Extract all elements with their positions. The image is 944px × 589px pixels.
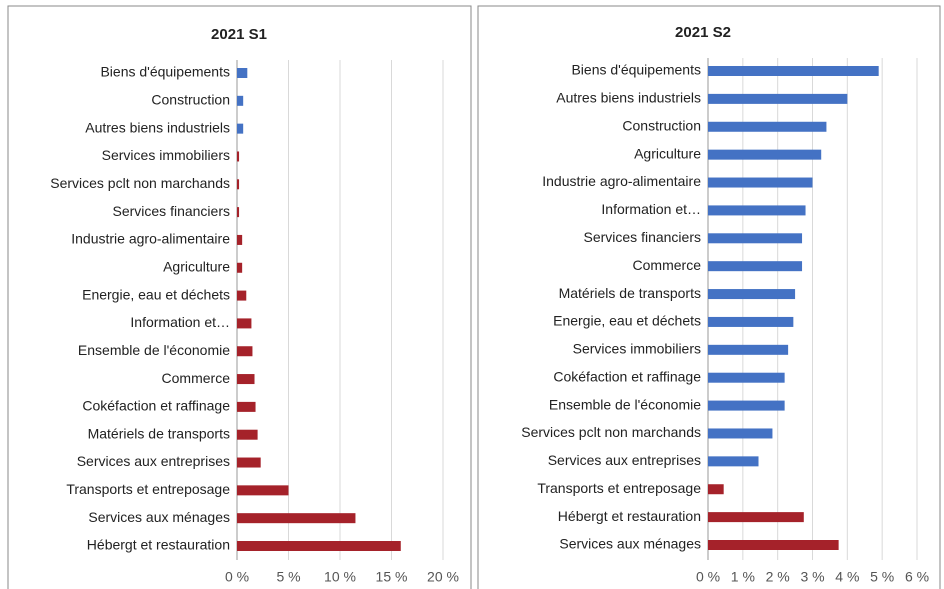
category-label: Hébergt et restauration <box>87 537 230 553</box>
x-tick-label: 5 % <box>870 569 894 585</box>
chart-title: 2021 S2 <box>675 24 731 41</box>
category-label: Transports et entreposage <box>537 480 701 496</box>
bar <box>237 318 252 329</box>
category-label: Energie, eau et déchets <box>553 313 701 329</box>
bar <box>708 121 827 132</box>
bar <box>708 177 813 188</box>
x-tick-label: 0 % <box>696 569 720 585</box>
bar <box>237 179 240 190</box>
category-label: Cokéfaction et raffinage <box>82 398 230 414</box>
x-tick-label: 4 % <box>835 569 859 585</box>
category-label: Services aux entreprises <box>77 453 230 469</box>
category-label: Commerce <box>162 370 231 386</box>
bar <box>237 429 258 440</box>
x-tick-label: 5 % <box>276 569 300 585</box>
x-tick-label: 15 % <box>376 569 408 585</box>
category-label: Services aux entreprises <box>548 452 701 468</box>
category-label: Commerce <box>633 257 702 273</box>
category-label: Services immobiliers <box>102 147 230 163</box>
bar <box>237 151 240 162</box>
category-label: Cokéfaction et raffinage <box>553 368 701 384</box>
bar <box>708 484 724 495</box>
category-label: Services financiers <box>584 229 702 245</box>
panel-border <box>7 5 472 589</box>
category-label: Services aux ménages <box>559 536 701 552</box>
bar <box>708 372 785 383</box>
bar <box>708 205 806 216</box>
bar <box>708 93 848 104</box>
category-label: Industrie agro-alimentaire <box>542 173 701 189</box>
category-label: Information et… <box>601 201 701 217</box>
category-label: Services immobiliers <box>573 341 701 357</box>
category-label: Information et… <box>130 314 230 330</box>
bar <box>237 262 243 273</box>
category-label: Agriculture <box>634 145 701 161</box>
category-label: Hébergt et restauration <box>558 508 701 524</box>
bar <box>708 289 796 300</box>
bar <box>708 316 794 327</box>
category-label: Construction <box>151 92 230 108</box>
x-tick-label: 10 % <box>324 569 356 585</box>
category-label: Ensemble de l'économie <box>78 342 230 358</box>
category-label: Services pclt non marchands <box>50 175 230 191</box>
category-label: Services financiers <box>113 203 231 219</box>
bar <box>237 207 240 218</box>
category-label: Biens d'équipements <box>100 64 230 80</box>
category-label: Services pclt non marchands <box>521 424 701 440</box>
bar <box>708 456 759 467</box>
bar <box>708 344 789 355</box>
bar <box>237 513 356 524</box>
category-label: Autres biens industriels <box>85 119 230 135</box>
bar <box>237 485 289 496</box>
category-label: Ensemble de l'économie <box>549 396 701 412</box>
bar <box>237 346 253 357</box>
bar <box>237 123 244 134</box>
category-label: Autres biens industriels <box>556 90 701 106</box>
chart-title: 2021 S1 <box>211 26 267 43</box>
category-label: Biens d'équipements <box>571 62 701 78</box>
bar <box>708 149 822 160</box>
category-label: Matériels de transports <box>88 425 230 441</box>
bar <box>708 233 803 244</box>
bar <box>708 261 803 272</box>
category-label: Construction <box>622 117 701 133</box>
bar <box>237 95 244 106</box>
bar <box>237 541 401 551</box>
category-label: Agriculture <box>163 258 230 274</box>
bar <box>237 401 256 412</box>
x-tick-label: 0 % <box>225 569 249 585</box>
bar <box>237 457 261 468</box>
category-label: Services aux ménages <box>88 509 230 525</box>
x-tick-label: 2 % <box>766 569 790 585</box>
bar <box>237 68 248 78</box>
panel-border <box>477 5 941 589</box>
bar <box>708 512 804 523</box>
bar <box>708 400 785 411</box>
category-label: Industrie agro-alimentaire <box>71 231 230 247</box>
category-label: Transports et entreposage <box>66 481 230 497</box>
x-tick-label: 1 % <box>731 569 755 585</box>
category-label: Energie, eau et déchets <box>82 286 230 302</box>
bar <box>237 290 247 301</box>
category-label: Matériels de transports <box>559 285 701 301</box>
x-tick-label: 20 % <box>427 569 459 585</box>
bar <box>237 374 255 385</box>
bar <box>237 234 243 245</box>
bar <box>708 540 839 550</box>
x-tick-label: 3 % <box>800 569 824 585</box>
bar <box>708 428 773 439</box>
x-tick-label: 6 % <box>905 569 929 585</box>
bar <box>708 66 879 76</box>
